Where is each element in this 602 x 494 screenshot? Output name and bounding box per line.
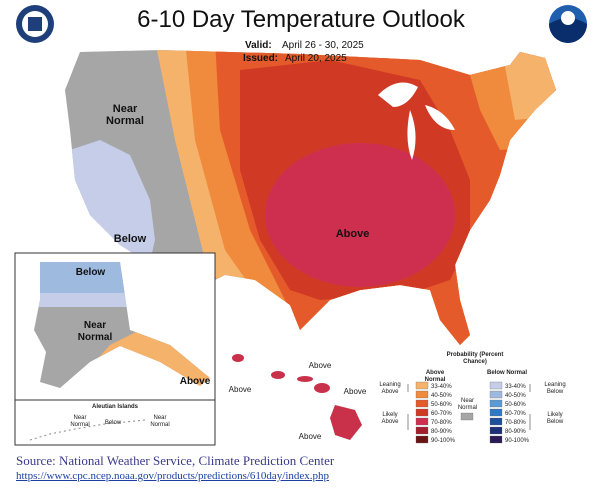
source: Source: National Weather Service, Climat… (16, 453, 335, 468)
legend-swatch (415, 435, 429, 444)
legend-swatch (489, 435, 503, 444)
map-label: Above (308, 361, 332, 370)
legend-range: 90-100% (431, 438, 456, 444)
legend-swatch (415, 426, 429, 435)
legend-swatch (489, 399, 503, 408)
legend-swatch (489, 426, 503, 435)
legend: 33-40% 40-50% 50-60% 60-70% 70-80% 80-90% 90-1… (407, 381, 531, 444)
map-label: Near Normal (150, 415, 170, 428)
legend-range: 70-80% (505, 420, 526, 426)
legend-header: Above Normal (424, 370, 446, 383)
legend-label: Leaning Below (544, 382, 566, 395)
legend-range: 80-90% (505, 429, 526, 435)
legend-swatch (415, 381, 429, 390)
legend-label: Likely Below (546, 412, 564, 425)
legend-swatch (489, 408, 503, 417)
noaa-logo (549, 5, 587, 43)
legend-swatch (460, 412, 474, 421)
legend-range: 70-80% (431, 420, 452, 426)
map-label: Above (179, 376, 211, 387)
map-label: Above (343, 387, 367, 396)
legend-range: 40-50% (431, 393, 452, 399)
legend-label: Near Normal (457, 398, 478, 411)
legend-range: 40-50% (505, 393, 526, 399)
hawaii (232, 354, 362, 440)
legend-range: 90-100% (505, 438, 530, 444)
legend-range: 33-40% (431, 384, 452, 390)
map-label: Near Normal (77, 320, 113, 343)
legend-header: Below Normal (487, 370, 528, 376)
title: 6-10 Day Temperature Outlook (137, 6, 465, 33)
legend-swatch (415, 399, 429, 408)
legend-label: Likely Above (381, 412, 399, 425)
legend-title: Probability (Percent Chance) (446, 352, 504, 365)
legend-swatch (489, 417, 503, 426)
legend-range: 50-60% (505, 402, 526, 408)
map-label: Above (335, 228, 370, 240)
issued-date: April 20, 2025 (285, 53, 347, 64)
map-label: Above (228, 385, 252, 394)
legend-swatch (489, 390, 503, 399)
legend-label: Leaning Above (379, 382, 401, 395)
valid-label: Valid: (245, 40, 272, 51)
legend-swatch (415, 390, 429, 399)
legend-range: 50-60% (431, 402, 452, 408)
legend-range: 60-70% (505, 411, 526, 417)
issued-label: Issued: (243, 53, 279, 64)
legend-swatch (415, 417, 429, 426)
legend-range: 80-90% (431, 429, 452, 435)
map-label: Above (298, 432, 322, 441)
legend-swatch (415, 408, 429, 417)
legend-range: 60-70% (431, 411, 452, 417)
aleutian-title: Aleutian Islands (91, 404, 138, 410)
map-label: Below (104, 420, 122, 426)
map-label: Near Normal (70, 415, 90, 428)
legend-swatch (489, 381, 503, 390)
doc-logo (16, 5, 54, 43)
map-label: Near Normal (106, 103, 144, 127)
map-label: Below (75, 267, 106, 278)
map-label: Below (113, 233, 147, 245)
valid-dates: April 26 - 30, 2025 (282, 40, 364, 51)
source-url[interactable]: https://www.cpc.ncep.noaa.gov/products/p… (16, 470, 330, 482)
legend-range: 33-40% (505, 384, 526, 390)
